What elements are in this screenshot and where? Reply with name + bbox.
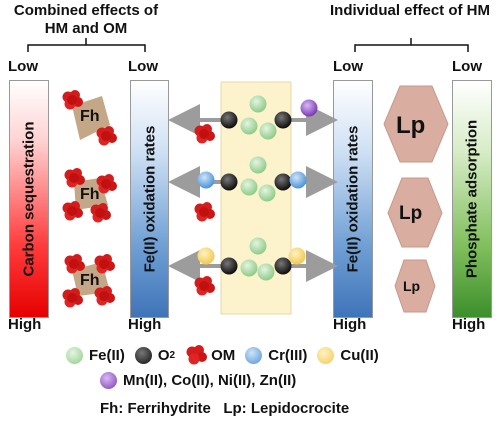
o2-dot	[220, 173, 238, 191]
o2-dot	[220, 257, 238, 275]
legend-cu2: Cu(II)	[317, 346, 379, 364]
legend-om: OM	[185, 345, 235, 365]
phosphate-adsorption-bar: Phosphate adsorption	[452, 80, 492, 318]
phosphate-high-label: High	[452, 316, 486, 333]
legend-cr3-label: Cr(III)	[268, 346, 308, 364]
lp-medium	[387, 177, 443, 248]
om-blob	[194, 124, 215, 144]
lp-large	[383, 85, 449, 163]
fh-om-complex-top	[62, 90, 117, 146]
om-legend-icon	[186, 345, 208, 365]
legend-o2-subscript: 2	[169, 349, 176, 361]
cr3-dot	[197, 171, 215, 189]
fe-oxidation-bar-left: Fe(II) oxidation rates	[130, 80, 169, 318]
fe-right-low-label: Low	[333, 58, 363, 75]
legend-metals-label: Mn(II), Co(II), Ni(II), Zn(II)	[123, 372, 297, 389]
phosphate-low-label: Low	[452, 58, 482, 75]
o2-dot	[274, 173, 292, 191]
o2-dot	[274, 257, 292, 275]
legend-o2-label: O	[157, 346, 170, 364]
cu2-dot	[288, 247, 306, 265]
fh-label-top: Fh	[80, 108, 100, 125]
header-combined-effects: Combined effects of HM and OM	[13, 2, 159, 37]
fe-right-high-label: High	[333, 316, 367, 333]
legend-row-3: Fh: Ferrihydrite Lp: Lepidocrocite	[100, 400, 349, 417]
lp-small	[394, 259, 436, 313]
o2-dot	[220, 111, 238, 129]
legend-om-label: OM	[211, 346, 236, 364]
mn-co-ni-zn-dot	[300, 99, 318, 117]
fh-om-complex-middle	[62, 168, 117, 223]
cu2-dot	[197, 247, 215, 265]
metals-legend-icon	[100, 372, 117, 389]
carbon-low-label: Low	[8, 58, 38, 75]
lp-label-large: Lp	[396, 112, 426, 139]
legend-fe2-label: Fe(II)	[89, 346, 125, 364]
fe-left-low-label: Low	[128, 58, 158, 75]
cu2-legend-icon	[317, 346, 335, 364]
fe-left-high-label: High	[128, 316, 162, 333]
fe-oxidation-bar-right: Fe(II) oxidation rates	[333, 80, 373, 318]
legend-cr3: Cr(III)	[245, 346, 308, 364]
lp-label-medium: Lp	[399, 203, 423, 224]
fh-om-complex-bottom	[62, 254, 115, 308]
fe2-legend-icon	[66, 346, 83, 364]
header-individual-effect: Individual effect of HM	[329, 2, 490, 19]
om-blob	[194, 276, 215, 296]
legend-fe2: Fe(II)	[66, 346, 125, 364]
legend-abbreviations: Fh: Ferrihydrite Lp: Lepidocrocite	[100, 400, 350, 417]
fh-label-middle: Fh	[80, 186, 100, 203]
fe2-dots	[240, 95, 277, 281]
cr3-dot	[289, 171, 307, 189]
carbon-sequestration-bar: Carbon sequestration	[9, 80, 49, 318]
o2-dot	[274, 111, 292, 129]
fh-label-bottom: Fh	[80, 272, 100, 289]
o2-legend-icon	[134, 346, 152, 364]
cr3-legend-icon	[245, 346, 263, 364]
carbon-high-label: High	[8, 316, 42, 333]
lp-label-small: Lp	[403, 278, 421, 294]
om-blob	[194, 202, 215, 222]
header-brackets	[27, 38, 469, 52]
legend-cu2-label: Cu(II)	[340, 346, 379, 364]
legend-row-2: Mn(II), Co(II), Ni(II), Zn(II)	[100, 372, 296, 389]
